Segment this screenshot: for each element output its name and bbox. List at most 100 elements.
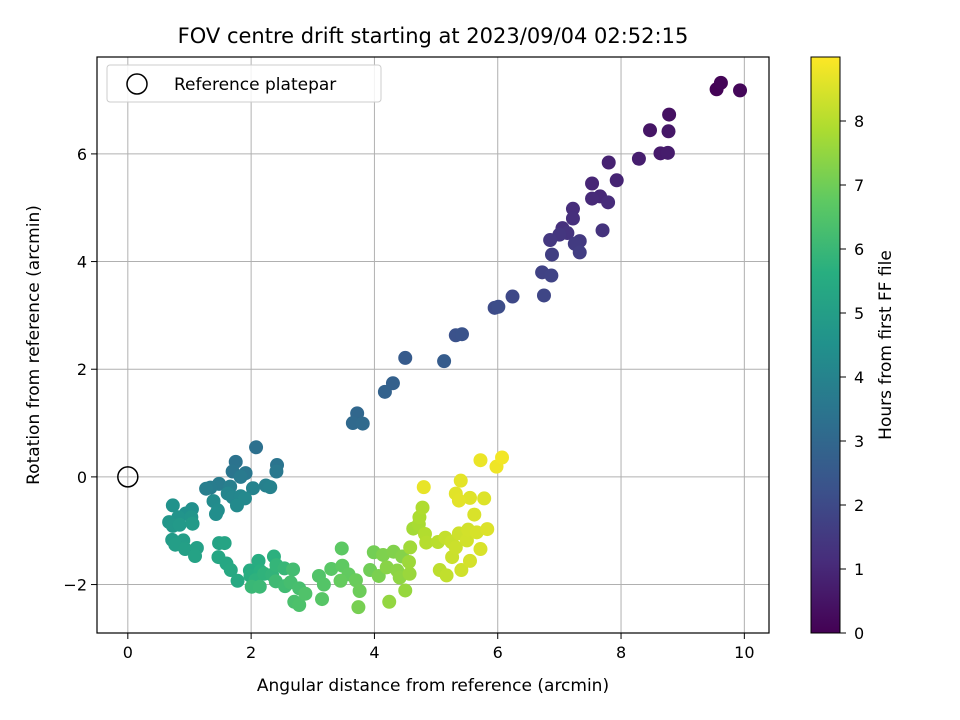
data-point: [453, 473, 468, 488]
data-point: [233, 469, 248, 484]
data-point: [601, 155, 616, 170]
y-tick-label: 6: [77, 145, 87, 164]
data-point: [536, 288, 551, 303]
data-point: [437, 354, 452, 369]
legend-label: Reference platepar: [174, 75, 336, 95]
data-point: [269, 464, 284, 479]
data-point: [462, 490, 477, 505]
data-point: [544, 247, 559, 262]
data-point: [544, 268, 559, 283]
data-point: [565, 201, 580, 216]
colorbar-tick-label: 3: [854, 432, 864, 451]
y-axis-label: Rotation from reference (arcmin): [24, 205, 44, 485]
data-point: [451, 493, 466, 508]
data-point: [543, 233, 558, 248]
colorbar-tick-label: 5: [854, 304, 864, 323]
data-point: [454, 563, 469, 578]
data-point: [403, 540, 418, 555]
y-tick-label: 2: [77, 360, 87, 379]
data-point: [572, 245, 587, 260]
data-point: [733, 83, 748, 98]
data-point: [199, 481, 214, 496]
colorbar-tick-label: 6: [854, 240, 864, 259]
data-point: [351, 600, 366, 615]
data-point: [439, 568, 454, 583]
x-tick-label: 8: [616, 643, 626, 662]
plot-frame: [96, 56, 770, 634]
data-point: [480, 522, 495, 537]
data-point: [662, 107, 677, 122]
data-point: [315, 592, 330, 607]
data-point: [352, 584, 367, 599]
data-point: [565, 211, 580, 226]
legend-box: [106, 64, 382, 103]
data-point: [595, 223, 610, 238]
x-tick-label: 4: [369, 643, 379, 662]
data-point: [491, 299, 506, 314]
data-point: [467, 507, 482, 522]
colorbar-tick-label: 4: [854, 368, 864, 387]
data-point: [333, 573, 348, 588]
data-point: [316, 577, 331, 592]
data-point: [230, 573, 245, 588]
colorbar-gradient: [811, 57, 840, 633]
x-tick-label: 6: [493, 643, 503, 662]
data-point: [462, 553, 477, 568]
colorbar-tick-label: 8: [854, 112, 864, 131]
x-tick-label: 10: [734, 643, 754, 662]
data-point: [477, 491, 492, 506]
data-point: [377, 384, 392, 399]
data-point: [419, 535, 434, 550]
grid-lines: [97, 57, 769, 633]
data-point: [286, 562, 301, 577]
data-point: [348, 573, 363, 588]
x-axis-label: Angular distance from reference (arcmin): [257, 676, 609, 696]
data-point: [217, 536, 232, 551]
colorbar-frame: [810, 56, 841, 634]
data-point: [585, 191, 600, 206]
x-axis-ticks: 0 2 4 6 8 10: [123, 633, 755, 662]
data-point: [382, 594, 397, 609]
colorbar-ticks: 0 1 2 3 4 5 6 7 8: [840, 112, 864, 643]
colorbar-tick-label: 0: [854, 624, 864, 643]
x-tick-label: 2: [246, 643, 256, 662]
data-point: [643, 123, 658, 138]
data-point: [223, 563, 238, 578]
data-point: [661, 124, 676, 139]
colorbar: 0 1 2 3 4 5 6 7 8 Hours from first FF file: [810, 56, 896, 643]
data-point: [298, 586, 313, 601]
data-point: [188, 549, 203, 564]
data-point: [401, 554, 416, 569]
y-tick-label: −2: [63, 576, 87, 595]
data-point: [324, 561, 339, 576]
data-point: [713, 75, 728, 90]
data-point: [355, 416, 370, 431]
data-point: [609, 173, 624, 188]
legend: Reference platepar: [106, 64, 382, 103]
colorbar-tick-label: 2: [854, 496, 864, 515]
legend-marker: [126, 73, 148, 95]
data-point: [415, 500, 430, 515]
data-point: [416, 480, 431, 495]
data-point: [660, 145, 675, 160]
data-point: [601, 195, 616, 210]
colorbar-tick-label: 1: [854, 560, 864, 579]
data-point: [448, 540, 463, 555]
y-axis-ticks: −2 0 2 4 6: [63, 145, 97, 595]
data-point: [185, 516, 200, 531]
data-point: [334, 541, 349, 556]
x-tick-label: 0: [123, 643, 133, 662]
data-point: [473, 542, 488, 557]
y-tick-label: 0: [77, 468, 87, 487]
data-point: [398, 350, 413, 365]
chart-title: FOV centre drift starting at 2023/09/04 …: [178, 24, 689, 48]
data-point: [631, 151, 646, 166]
data-point: [249, 440, 264, 455]
data-point: [165, 498, 180, 513]
y-tick-label: 4: [77, 253, 87, 272]
data-point: [229, 498, 244, 513]
data-point: [459, 533, 474, 548]
data-point: [252, 579, 267, 594]
data-point: [245, 481, 260, 496]
